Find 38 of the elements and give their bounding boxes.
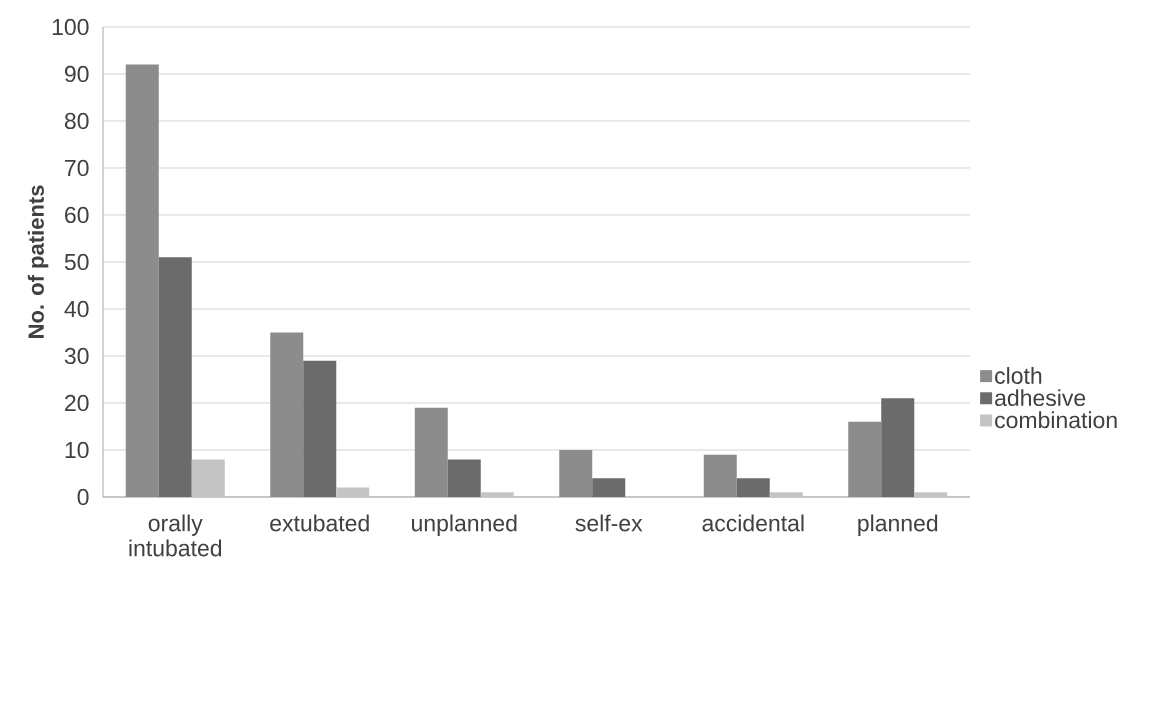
- bar: [848, 421, 882, 497]
- y-tick-label: 50: [64, 253, 89, 271]
- bar: [559, 449, 593, 497]
- bar: [270, 332, 304, 497]
- bar: [414, 407, 448, 497]
- x-tick-label: extubated: [270, 514, 369, 532]
- x-tick-label: planned: [858, 514, 938, 536]
- bar: [303, 360, 337, 497]
- bar: [914, 492, 948, 497]
- y-tick-label: 90: [64, 65, 89, 83]
- legend-label: cloth: [995, 367, 1042, 384]
- y-tick-label: 0: [77, 488, 89, 506]
- bar: [125, 64, 159, 497]
- y-tick-label: 10: [65, 441, 89, 459]
- bar: [881, 398, 915, 497]
- bar: [336, 487, 370, 497]
- bar: [158, 257, 192, 497]
- legend-label: adhesive: [995, 389, 1086, 407]
- y-tick-label: 70: [65, 159, 89, 177]
- bar: [191, 459, 225, 497]
- y-tick-label: 40: [64, 300, 89, 318]
- x-tick-label: orally intubated: [129, 514, 222, 557]
- bar: [736, 478, 770, 497]
- bar: [703, 454, 737, 497]
- x-tick-label: unplanned: [412, 514, 517, 536]
- y-tick-label: 20: [65, 394, 89, 412]
- x-tick-label: self-ex: [575, 514, 643, 532]
- y-tick-label: 60: [65, 206, 89, 224]
- legend-label: combination: [995, 411, 1117, 429]
- bar: [447, 459, 481, 497]
- y-tick-label: 100: [52, 18, 89, 36]
- y-tick-label: 80: [64, 112, 89, 130]
- bar: [769, 492, 803, 497]
- y-tick-label: 30: [64, 347, 89, 365]
- x-tick-label: accidental: [702, 514, 804, 532]
- bar: [480, 492, 514, 497]
- y-axis-title: No. of patients: [27, 185, 49, 338]
- bar: [592, 478, 626, 497]
